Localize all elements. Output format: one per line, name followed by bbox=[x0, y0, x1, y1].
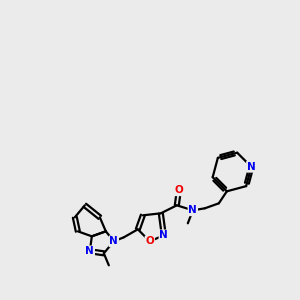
Text: N: N bbox=[85, 246, 94, 256]
Text: N: N bbox=[247, 162, 256, 172]
Text: N: N bbox=[110, 236, 118, 246]
Text: N: N bbox=[159, 230, 168, 240]
Text: O: O bbox=[146, 236, 154, 246]
Text: N: N bbox=[188, 205, 197, 215]
Text: O: O bbox=[174, 185, 183, 195]
